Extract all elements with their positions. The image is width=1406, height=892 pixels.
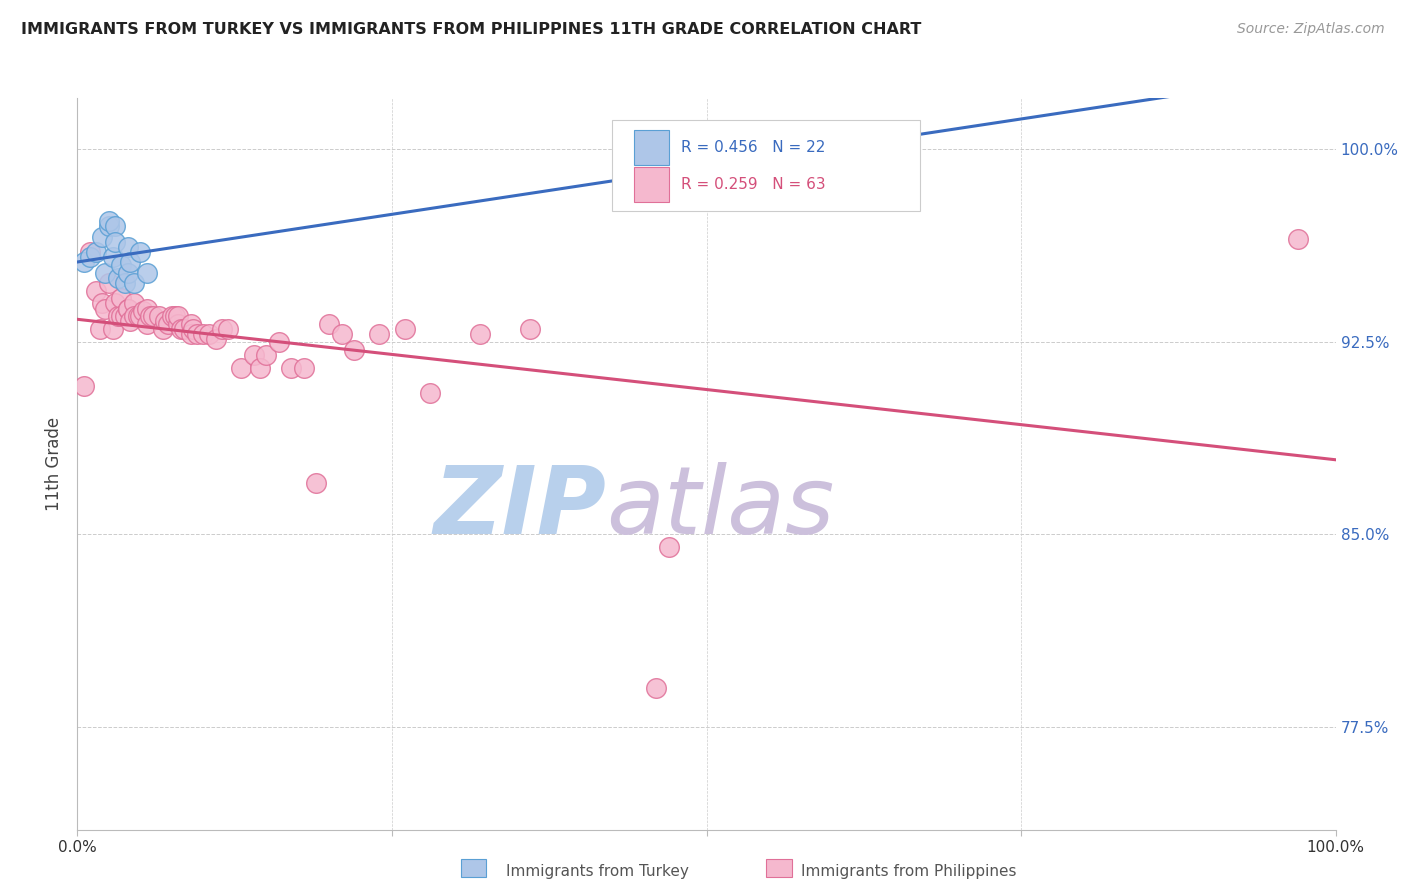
Point <box>120 255 142 269</box>
Point <box>280 360 302 375</box>
Point <box>110 258 132 272</box>
Text: atlas: atlas <box>606 462 834 553</box>
Point <box>101 322 124 336</box>
Point <box>267 334 290 349</box>
Point <box>198 327 221 342</box>
FancyBboxPatch shape <box>634 167 669 202</box>
Text: Immigrants from Turkey: Immigrants from Turkey <box>506 864 689 879</box>
Point <box>142 310 165 324</box>
Point <box>91 229 114 244</box>
Point <box>117 266 139 280</box>
Point <box>107 270 129 285</box>
Point <box>107 310 129 324</box>
Point <box>114 310 136 324</box>
Point <box>101 250 124 264</box>
Point <box>249 360 271 375</box>
Point <box>135 266 157 280</box>
Point <box>884 135 907 149</box>
Point <box>658 541 681 555</box>
Point <box>104 235 127 249</box>
Point <box>343 343 366 357</box>
Point <box>148 310 170 324</box>
Text: Immigrants from Philippines: Immigrants from Philippines <box>801 864 1017 879</box>
Text: ZIP: ZIP <box>433 462 606 554</box>
Point <box>217 322 239 336</box>
Point <box>122 276 145 290</box>
Y-axis label: 11th Grade: 11th Grade <box>45 417 63 511</box>
Point <box>97 219 120 234</box>
Point <box>122 310 145 324</box>
Point <box>1286 232 1309 246</box>
Point <box>330 327 353 342</box>
Point <box>122 296 145 310</box>
Point <box>117 301 139 316</box>
Point <box>519 322 541 336</box>
Point <box>821 135 844 149</box>
Point <box>84 245 107 260</box>
Point <box>135 317 157 331</box>
Point <box>72 378 94 392</box>
Point <box>645 681 668 696</box>
Point <box>132 304 155 318</box>
Text: R = 0.456   N = 22: R = 0.456 N = 22 <box>682 140 825 155</box>
Point <box>468 327 491 342</box>
Point <box>186 327 208 342</box>
Point <box>110 291 132 305</box>
FancyBboxPatch shape <box>766 859 792 877</box>
Point <box>94 266 117 280</box>
Point <box>204 332 226 346</box>
Point <box>160 310 183 324</box>
Point <box>394 322 416 336</box>
Point <box>79 245 101 260</box>
Point <box>181 322 204 336</box>
Point <box>117 301 139 316</box>
Text: Source: ZipAtlas.com: Source: ZipAtlas.com <box>1237 22 1385 37</box>
Point <box>165 310 187 324</box>
Point <box>97 214 120 228</box>
Point <box>292 360 315 375</box>
FancyBboxPatch shape <box>612 120 921 211</box>
FancyBboxPatch shape <box>461 859 486 877</box>
Point <box>180 327 202 342</box>
Point <box>104 219 127 234</box>
Point <box>114 276 136 290</box>
Point <box>117 240 139 254</box>
Point <box>104 296 127 310</box>
Point <box>94 301 117 316</box>
Point <box>318 317 340 331</box>
Point <box>120 314 142 328</box>
FancyBboxPatch shape <box>634 130 669 165</box>
Point <box>89 322 111 336</box>
Point <box>110 310 132 324</box>
Point <box>211 322 233 336</box>
Point <box>167 310 190 324</box>
Point <box>129 245 152 260</box>
Point <box>419 386 441 401</box>
Point <box>169 322 191 336</box>
Point <box>305 476 328 491</box>
Text: R = 0.259   N = 63: R = 0.259 N = 63 <box>682 177 825 192</box>
Point <box>254 348 277 362</box>
Point <box>97 276 120 290</box>
Point <box>368 327 391 342</box>
Point <box>180 317 202 331</box>
Point <box>156 317 179 331</box>
Point <box>139 310 162 324</box>
Text: IMMIGRANTS FROM TURKEY VS IMMIGRANTS FROM PHILIPPINES 11TH GRADE CORRELATION CHA: IMMIGRANTS FROM TURKEY VS IMMIGRANTS FRO… <box>21 22 921 37</box>
Point <box>84 284 107 298</box>
Point <box>173 322 195 336</box>
Point <box>72 255 94 269</box>
Point <box>229 360 252 375</box>
Point <box>91 296 114 310</box>
Point <box>167 317 190 331</box>
Point <box>79 250 101 264</box>
Point <box>242 348 264 362</box>
Point <box>152 322 174 336</box>
Point <box>135 301 157 316</box>
Point <box>865 132 887 146</box>
Point <box>127 310 149 324</box>
Point <box>191 327 215 342</box>
Point <box>155 314 177 328</box>
Point <box>129 310 152 324</box>
